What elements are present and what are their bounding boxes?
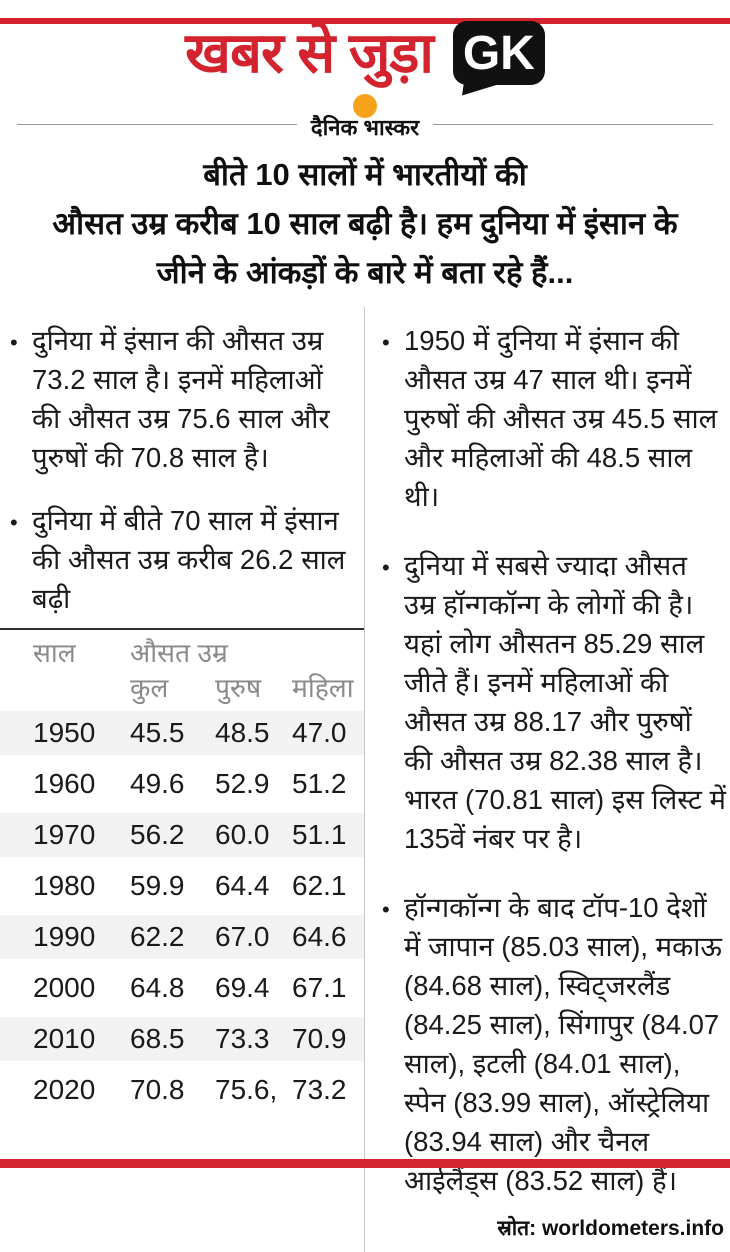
infographic-page: { "colors": { "accent_red": "#d2232e", "…: [0, 18, 730, 1252]
table-row: 2010 68.5 73.3 70.9: [0, 1017, 364, 1061]
cell-female: 64.6: [292, 921, 347, 952]
col-group-header: औसत उम्र: [130, 638, 228, 668]
list-item: • 1950 में दुनिया में इंसान की औसत उम्र …: [382, 321, 726, 516]
gk-logo: GK: [452, 21, 545, 101]
cell-year: 1950: [33, 717, 96, 748]
table-row: 1960 49.6 52.9 51.2: [0, 762, 364, 806]
bullet-icon: •: [10, 330, 18, 355]
cell-male: 73.3: [215, 1023, 270, 1054]
intro-line-3: जीने के आंकड़ों के बारे में बता रहे हैं.…: [156, 255, 574, 290]
cell-female: 70.9: [292, 1023, 347, 1054]
cell-female: 67.1: [292, 972, 347, 1003]
brand-name: दैनिक भास्कर: [296, 112, 434, 142]
list-item: • हॉन्गकॉन्ग के बाद टॉप-10 देशों में जाप…: [382, 888, 726, 1200]
cell-total: 70.8: [130, 1074, 185, 1105]
right-column: • 1950 में दुनिया में इंसान की औसत उम्र …: [364, 307, 730, 1252]
table-row: 2020 70.8 75.6, 73.2: [0, 1068, 364, 1112]
cell-year: 1980: [33, 870, 96, 901]
cell-year: 1990: [33, 921, 96, 952]
bullet-text: दुनिया में इंसान की औसत उम्र 73.2 साल है…: [32, 325, 330, 473]
intro-text: बीते 10 सालों में भारतीयों की औसत उम्र क…: [0, 144, 730, 307]
cell-total: 56.2: [130, 819, 185, 850]
cell-total: 68.5: [130, 1023, 185, 1054]
list-item: • दुनिया में इंसान की औसत उम्र 73.2 साल …: [10, 321, 358, 477]
cell-male: 67.0: [215, 921, 270, 952]
cell-female: 51.1: [292, 819, 347, 850]
brand-center: दैनिक भास्कर: [0, 94, 730, 142]
bullet-icon: •: [10, 510, 18, 535]
cell-male: 64.4: [215, 870, 270, 901]
cell-male: 69.4: [215, 972, 270, 1003]
intro-line-1: बीते 10 सालों में भारतीयों की: [203, 157, 527, 192]
source-credit: स्रोत: worldometers.info: [497, 1217, 724, 1240]
cell-total: 59.9: [130, 870, 185, 901]
cell-total: 49.6: [130, 768, 185, 799]
col-header-year: साल: [33, 638, 76, 668]
table-header-row: साल औसत उम्र: [0, 634, 364, 670]
top-red-bar: [0, 18, 730, 24]
left-column: • दुनिया में इंसान की औसत उम्र 73.2 साल …: [0, 307, 364, 1252]
header: खबर से जुड़ा GK: [0, 18, 730, 101]
cell-male: 52.9: [215, 768, 270, 799]
cell-total: 62.2: [130, 921, 185, 952]
table-row: 1990 62.2 67.0 64.6: [0, 915, 364, 959]
bullet-icon: •: [382, 555, 390, 580]
cell-female: 73.2: [292, 1074, 347, 1105]
cell-male: 60.0: [215, 819, 270, 850]
table-row: 1970 56.2 60.0 51.1: [0, 813, 364, 857]
col-header-male: पुरुष: [215, 673, 262, 703]
cell-year: 2010: [33, 1023, 96, 1054]
table-row: 1980 59.9 64.4 62.1: [0, 864, 364, 908]
table-subheader-row: कुल पुरुष महिला: [0, 670, 364, 704]
cell-total: 64.8: [130, 972, 185, 1003]
sun-dot-icon: [353, 94, 377, 118]
cell-year: 2000: [33, 972, 96, 1003]
bullet-text: दुनिया में बीते 70 साल में इंसान की औसत …: [32, 505, 346, 614]
table-row: 2000 64.8 69.4 67.1: [0, 966, 364, 1010]
gk-logo-label: GK: [462, 26, 535, 80]
cell-total: 45.5: [130, 717, 185, 748]
bullet-text: 1950 में दुनिया में इंसान की औसत उम्र 47…: [404, 325, 718, 512]
intro-line-2: औसत उम्र करीब 10 साल बढ़ी है। हम दुनिया …: [52, 206, 678, 241]
cell-female: 51.2: [292, 768, 347, 799]
cell-male: 48.5: [215, 717, 270, 748]
bullet-text: दुनिया में सबसे ज्यादा औसत उम्र हॉन्गकॉन…: [404, 550, 726, 854]
bullet-icon: •: [382, 330, 390, 355]
content-columns: • दुनिया में इंसान की औसत उम्र 73.2 साल …: [0, 307, 730, 1252]
brand-block: दैनिक भास्कर: [0, 94, 730, 144]
cell-year: 1970: [33, 819, 96, 850]
list-item: • दुनिया में बीते 70 साल में इंसान की औस…: [10, 501, 358, 618]
list-item: • दुनिया में सबसे ज्यादा औसत उम्र हॉन्गक…: [382, 546, 726, 858]
bottom-red-bar: [0, 1159, 730, 1168]
col-header-female: महिला: [292, 673, 354, 703]
cell-year: 2020: [33, 1074, 96, 1105]
col-header-total: कुल: [130, 673, 169, 703]
average-age-table: साल औसत उम्र कुल पुरुष महिला 1950 45.5 4…: [0, 628, 364, 1112]
cell-year: 1960: [33, 768, 96, 799]
bullet-icon: •: [382, 897, 390, 922]
bullet-text: हॉन्गकॉन्ग के बाद टॉप-10 देशों में जापान…: [404, 892, 722, 1196]
cell-female: 62.1: [292, 870, 347, 901]
page-title: खबर से जुड़ा: [185, 21, 434, 84]
cell-male: 75.6,: [215, 1074, 278, 1105]
cell-female: 47.0: [292, 717, 347, 748]
table-row: 1950 45.5 48.5 47.0: [0, 711, 364, 755]
